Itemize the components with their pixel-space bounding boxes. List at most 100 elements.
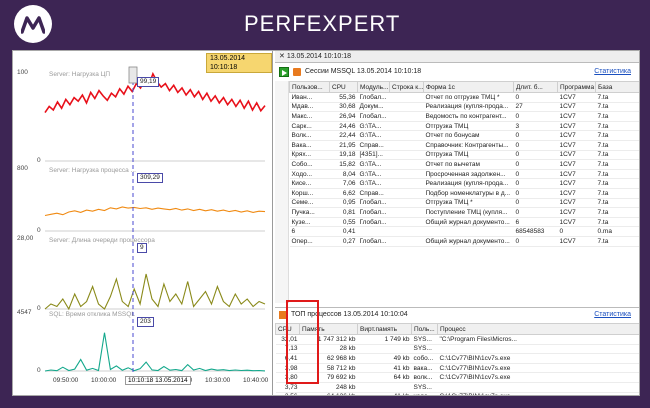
session-cell: 0.ma: [595, 226, 639, 237]
session-cell: 19,18: [329, 150, 358, 161]
process-cell: [357, 382, 412, 393]
session-cell: 7.ta: [595, 169, 639, 180]
session-cell: 7.ta: [595, 102, 639, 113]
process-cell: вака...: [411, 363, 438, 374]
session-col-header[interactable]: Форма 1с: [423, 81, 514, 93]
process-row[interactable]: 3,98 58 712 kb 41 kb вака... C:\1Cv77\BIN\1c…: [275, 363, 639, 374]
session-cell: Глобал...: [357, 198, 390, 209]
plot-title: Server: Нагрузка процесса ...: [49, 167, 136, 174]
session-row[interactable]: Мдав... 30,68 Докум... Реализация (купля-пр…: [289, 102, 639, 113]
session-col-header[interactable]: Длит. б...: [513, 81, 558, 93]
process-cell: "C:\Program Files\Micros...: [437, 334, 639, 345]
processes-table-wrap[interactable]: CPU Память Вирт.память Поль... Процесс 32,01…: [275, 323, 639, 395]
sessions-toolbar: Сессии MSSQL 13.05.2014 10:10:18 Статист…: [275, 65, 639, 79]
session-cell: Пучка...: [289, 207, 330, 218]
session-cell: Глобал...: [357, 207, 390, 218]
session-cell: 7.ta: [595, 159, 639, 170]
y-tick-label: 0: [37, 367, 41, 374]
database-icon: [293, 68, 301, 76]
session-cell: 1CV7: [557, 207, 596, 218]
charts-svg[interactable]: [13, 51, 273, 396]
sessions-table-wrap[interactable]: Пользов... CPU Модуль... Строка к... Форма 1…: [289, 81, 639, 303]
pane-divider[interactable]: [275, 307, 639, 308]
y-tick-label: 0: [37, 157, 41, 164]
process-cell: 1 747 312 kb: [299, 334, 358, 345]
session-cell: 1CV7: [557, 111, 596, 122]
go-arrow-icon[interactable]: [279, 67, 289, 77]
session-cell: 1CV7: [557, 217, 596, 228]
processes-stats-link[interactable]: Статистика: [594, 311, 631, 318]
session-cell: [389, 198, 424, 209]
sessions-table: Пользов... CPU Модуль... Строка к... Форма 1…: [289, 81, 639, 247]
session-row[interactable]: Кисе... 7,06 G:\TA... Реализация (купля-про…: [289, 178, 639, 189]
session-cell: 27: [513, 102, 558, 113]
session-cell: 0: [513, 150, 558, 161]
process-cell: 64 kb: [357, 372, 412, 383]
x-tick-label: 10:00:00: [91, 377, 117, 384]
session-cell: 8,04: [329, 169, 358, 180]
session-cell: 0: [513, 188, 558, 199]
session-cell: 1CV7: [557, 159, 596, 170]
process-row[interactable]: 7,13 28 kb SYS...: [275, 344, 639, 355]
session-cell: 7.ta: [595, 178, 639, 189]
session-cell: G:\TA...: [357, 130, 390, 141]
session-row[interactable]: Кузе... 0,55 Глобал... Общий журнал докумен…: [289, 217, 639, 228]
y-tick-label: 0: [37, 227, 41, 234]
process-col-header[interactable]: Поль...: [411, 323, 438, 335]
session-cell: Крях...: [289, 150, 330, 161]
session-col-header[interactable]: Модуль...: [357, 81, 390, 93]
session-cell: 0: [513, 130, 558, 141]
process-col-header[interactable]: Память: [299, 323, 358, 335]
process-cell: 58 712 kb: [299, 363, 358, 374]
session-row[interactable]: Волк... 22,44 G:\TA... Отчет по бонусам 0 1CV…: [289, 130, 639, 141]
session-cell: [389, 169, 424, 180]
session-cell: [389, 150, 424, 161]
session-cell: [357, 226, 390, 237]
session-cell: Отгрузка ТМЦ: [423, 150, 514, 161]
session-cell: Отчет по бонусам: [423, 130, 514, 141]
series-line: [44, 273, 266, 311]
session-col-header[interactable]: Пользов...: [289, 81, 330, 93]
session-row[interactable]: Семе... 0,95 Глобал... Отгрузка ТМЦ * 0 1CV7 7…: [289, 198, 639, 209]
session-col-header[interactable]: Программа: [557, 81, 596, 93]
session-row[interactable]: Сарк... 24,46 G:\TA... Отгрузка ТМЦ 3 1CV7 7.t…: [289, 121, 639, 132]
session-cell: Отгрузка ТМЦ: [423, 121, 514, 132]
process-cell: C:\1Cv77\BIN\1cv7s.exe: [437, 353, 639, 364]
process-row[interactable]: 32,01 1 747 312 kb 1 749 kb SYS... "C:\Progr…: [275, 334, 639, 345]
process-row[interactable]: 3,73 248 kb SYS...: [275, 382, 639, 393]
session-row[interactable]: Корш... 6,62 Справ... Подбор номенклатуры в…: [289, 188, 639, 199]
session-cell: 7.ta: [595, 217, 639, 228]
session-row[interactable]: Крях... 19,18 [4351]... Отгрузка ТМЦ 0 1CV7 7.…: [289, 150, 639, 161]
session-col-header[interactable]: CPU: [329, 81, 358, 93]
session-row[interactable]: Опер... 0,27 Глобал... Общий журнал докумен…: [289, 236, 639, 247]
cursor-time-label: 10:10:18 13.05.2014: [125, 376, 191, 385]
session-cell: 0: [513, 198, 558, 209]
process-col-header[interactable]: Вирт.память: [357, 323, 412, 335]
sessions-stats-link[interactable]: Статистика: [594, 68, 631, 75]
session-col-header[interactable]: Базa: [595, 81, 639, 93]
process-cell: [437, 382, 639, 393]
session-row[interactable]: Пучка... 0,81 Глобал... Поступление ТМЦ (ку…: [289, 207, 639, 218]
process-col-header[interactable]: Процесс: [437, 323, 639, 335]
detail-panel: ✕ 13.05.2014 10:10:18 Сессии MSSQL 13.05…: [275, 51, 639, 395]
session-row[interactable]: Собо... 15,82 G:\TA... Отчет по вычетам 0 1CV…: [289, 159, 639, 170]
process-row[interactable]: 3,80 79 692 kb 64 kb волк... C:\1Cv77\BIN\1c…: [275, 372, 639, 383]
app-window: 13.05.2014 10:10:18 100 0 Server: Нагрузка…: [12, 50, 640, 396]
session-row[interactable]: 6 0,41 68548583 0 0.ma: [289, 226, 639, 237]
session-row[interactable]: Иван... 55,36 Глобал... Отчет по отгрузке Т…: [289, 92, 639, 103]
session-cell: 24,46: [329, 121, 358, 132]
x-tick-label: 09:50:00: [53, 377, 79, 384]
session-cell: 6: [513, 217, 558, 228]
session-cell: Отчет по вычетам: [423, 159, 514, 170]
process-cell: 3,56: [275, 392, 300, 395]
session-row[interactable]: Макс... 26,94 Глобал... Ведомость по контра…: [289, 111, 639, 122]
process-row[interactable]: 6,41 62 968 kb 49 kb собо... C:\1Cv77\BIN\1c…: [275, 353, 639, 364]
tab-sessions-time[interactable]: ✕ 13.05.2014 10:10:18: [275, 51, 639, 63]
session-col-header[interactable]: Строка к...: [389, 81, 424, 93]
session-row[interactable]: Вака... 21,95 Справ... Справочник: Контраге…: [289, 140, 639, 151]
plot-title: Server: Нагрузка ЦП: [49, 71, 111, 78]
session-cell: 7.ta: [595, 236, 639, 247]
close-icon[interactable]: ✕: [279, 53, 287, 60]
session-row[interactable]: Ходо... 8,04 G:\TA... Просроченная задолжен…: [289, 169, 639, 180]
